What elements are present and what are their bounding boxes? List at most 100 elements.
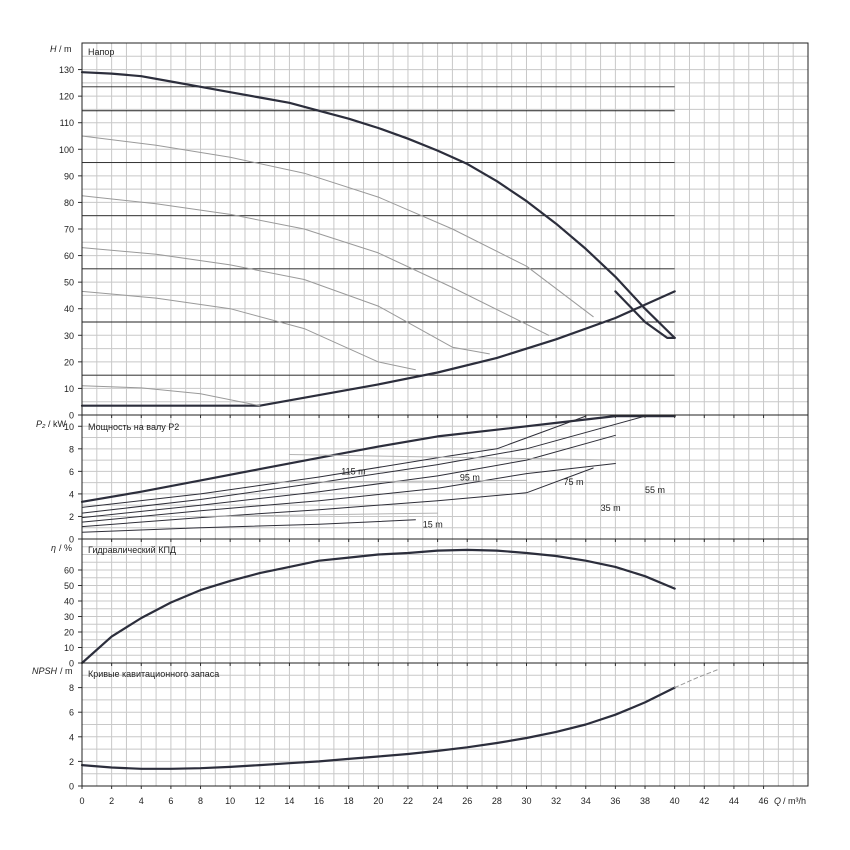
xlabel-unit: / m³/h (783, 796, 806, 806)
ylabel-npsh-unit: / m (60, 666, 73, 676)
panel-title-head: Напор (88, 47, 114, 57)
y-tick-label: 20 (64, 628, 74, 638)
x-tick-label: 0 (79, 796, 84, 806)
ylabel-efficiency-unit: / % (59, 543, 72, 553)
y-tick-label: 90 (64, 171, 74, 181)
curve-envelope (80, 415, 676, 503)
curve-speed-curve (81, 385, 261, 407)
x-tick-label: 6 (168, 796, 173, 806)
x-tick-label: 30 (521, 796, 531, 806)
curve-hint (288, 454, 616, 461)
curve-speed-curve (81, 434, 616, 519)
curve-npsh (80, 686, 676, 770)
y-tick-label: 30 (64, 331, 74, 341)
y-tick-label: 10 (64, 643, 74, 653)
ylabel-head-unit: / m (59, 44, 72, 54)
curve-speed-curve (81, 415, 646, 514)
x-tick-label: 38 (640, 796, 650, 806)
x-tick-label: 46 (759, 796, 769, 806)
y-tick-label: 60 (64, 251, 74, 261)
curve-speed-curve (81, 290, 416, 371)
curve-label: 115 m (341, 467, 365, 477)
x-tick-label: 22 (403, 796, 413, 806)
x-tick-label: 2 (109, 796, 114, 806)
y-tick-label: 100 (59, 145, 74, 155)
x-tick-label: 32 (551, 796, 561, 806)
y-tick-label: 130 (59, 65, 74, 75)
y-tick-label: 40 (64, 597, 74, 607)
curve-label: 75 m (564, 477, 584, 487)
ylabel-npsh-symbol: NPSH (32, 666, 58, 676)
curve-speed-curve (81, 519, 416, 533)
y-tick-label: 10 (64, 422, 74, 432)
y-tick-label: 4 (69, 732, 74, 742)
curve-label: 95 m (460, 472, 480, 482)
y-tick-label: 40 (64, 304, 74, 314)
y-tick-label: 10 (64, 384, 74, 394)
panel-frame (81, 414, 809, 540)
curve-speed-curve (81, 135, 594, 318)
curve-label: 35 m (601, 503, 621, 513)
x-tick-label: 18 (344, 796, 354, 806)
curve-npsh-extension (674, 668, 720, 689)
x-tick-label: 4 (139, 796, 144, 806)
panel-title-efficiency: Гидравлический КПД (88, 545, 176, 555)
curve-envelope-bottom (80, 290, 676, 407)
curve-efficiency (80, 548, 676, 665)
x-tick-label: 36 (610, 796, 620, 806)
y-tick-label: 6 (69, 708, 74, 718)
x-tick-label: 26 (462, 796, 472, 806)
y-tick-label: 2 (69, 757, 74, 767)
y-tick-label: 8 (69, 444, 74, 454)
curve-envelope-right (614, 290, 676, 339)
ylabel-power-symbol: P₂ (36, 419, 46, 429)
y-tick-label: 0 (69, 659, 74, 669)
curve-label: 15 m (423, 520, 443, 530)
y-tick-label: 110 (60, 118, 74, 128)
panel-title-power: Мощность на валу P2 (88, 422, 179, 432)
y-tick-label: 80 (64, 198, 74, 208)
y-tick-label: 0 (69, 411, 74, 421)
curve-speed-curve (81, 195, 550, 336)
guide-layer (82, 86, 675, 376)
y-tick-label: 2 (69, 512, 74, 522)
curve-speed-curve (81, 415, 587, 508)
y-tick-label: 30 (64, 612, 74, 622)
y-tick-label: 6 (69, 467, 74, 477)
ylabel-efficiency-symbol: η (51, 543, 56, 553)
x-tick-label: 16 (314, 796, 324, 806)
x-tick-label: 44 (729, 796, 739, 806)
curve-layer (80, 71, 720, 770)
y-tick-label: 50 (64, 278, 74, 288)
x-tick-label: 28 (492, 796, 502, 806)
x-tick-label: 14 (284, 796, 294, 806)
x-tick-label: 34 (581, 796, 591, 806)
x-tick-label: 10 (225, 796, 235, 806)
curve-label: 55 m (645, 485, 665, 495)
curve-speed-curve (81, 467, 594, 528)
x-tick-label: 12 (255, 796, 265, 806)
curve-hint (229, 479, 527, 484)
label-layer: 0102030405060708090100110120130024681011… (59, 65, 769, 806)
x-tick-label: 24 (433, 796, 443, 806)
ylabel-power-unit: / kW (48, 419, 67, 429)
y-tick-label: 60 (64, 566, 74, 576)
panel-frame (81, 662, 809, 787)
y-tick-label: 0 (69, 535, 74, 545)
x-tick-label: 8 (198, 796, 203, 806)
curve-speed-curve (81, 463, 616, 523)
y-tick-label: 120 (59, 92, 74, 102)
xlabel-symbol: Q (774, 796, 781, 806)
curve-envelope-top (80, 71, 676, 339)
panel-title-npsh: Кривые кавитационного запаса (88, 669, 219, 679)
y-tick-label: 0 (69, 782, 74, 792)
curve-speed-curve (81, 247, 490, 355)
x-tick-label: 42 (699, 796, 709, 806)
x-tick-label: 20 (373, 796, 383, 806)
x-tick-label: 40 (670, 796, 680, 806)
y-tick-label: 8 (69, 683, 74, 693)
ylabel-head-symbol: H (50, 44, 57, 54)
frame-layer (78, 42, 809, 789)
y-tick-label: 70 (64, 225, 74, 235)
